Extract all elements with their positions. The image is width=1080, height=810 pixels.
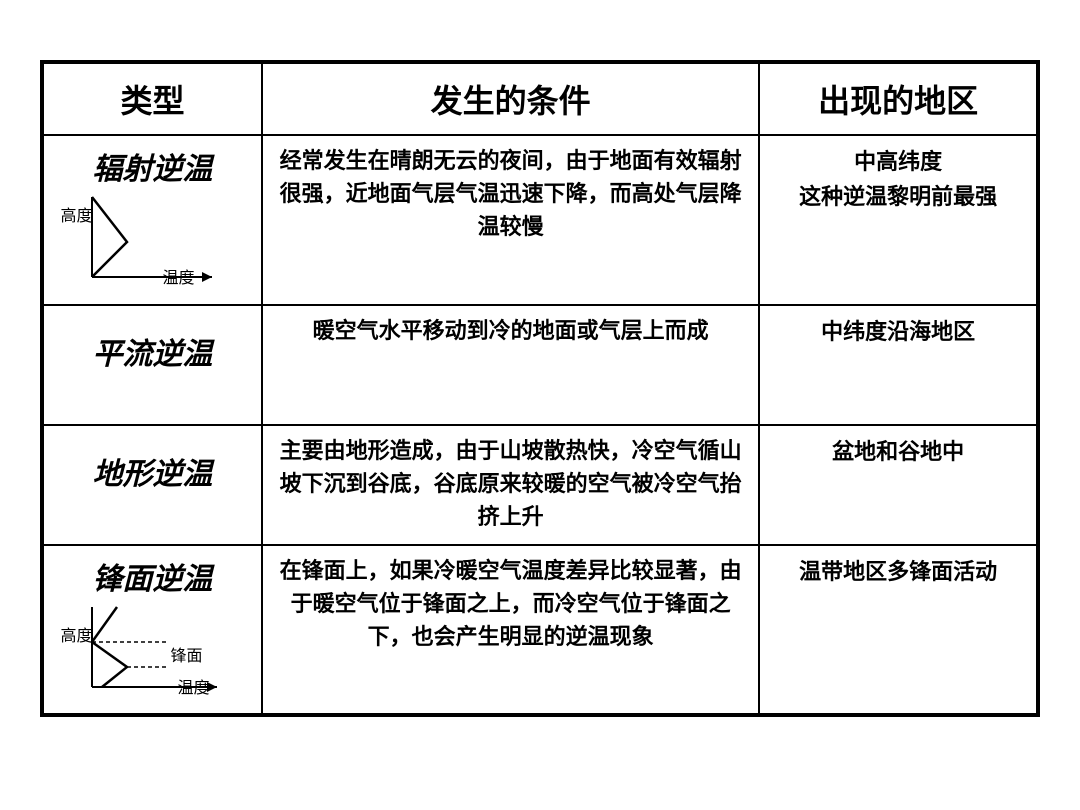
type-title: 锋面逆温 xyxy=(54,554,251,598)
type-cell-terrain: 地形逆温 xyxy=(42,425,262,545)
region-text: 中高纬度这种逆温黎明前最强 xyxy=(770,144,1026,214)
condition-cell: 暖空气水平移动到冷的地面或气层上而成 xyxy=(262,305,759,425)
condition-text: 主要由地形造成，由于山坡散热快，冷空气循山坡下沉到谷底，谷底原来较暖的空气被冷空… xyxy=(273,434,748,533)
type-cell-front: 锋面逆温 高度 锋面 温度 xyxy=(42,545,262,715)
header-condition: 发生的条件 xyxy=(262,62,759,135)
table-row: 辐射逆温 高度 温度 经常发生在晴朗无云的夜间，由于地面有效辐射很强，近地面气层… xyxy=(42,135,1038,305)
radiation-diagram: 高度 温度 xyxy=(62,192,242,287)
front-diagram: 高度 锋面 温度 xyxy=(62,602,242,697)
front-chart-icon xyxy=(62,602,242,697)
region-text: 盆地和谷地中 xyxy=(770,434,1026,469)
table-row: 锋面逆温 高度 锋面 温度 在锋面上，如果冷暖空气温度差异比 xyxy=(42,545,1038,715)
y-axis-label: 高度 xyxy=(60,622,92,646)
table-row: 地形逆温 主要由地形造成，由于山坡散热快，冷空气循山坡下沉到谷底，谷底原来较暖的… xyxy=(42,425,1038,545)
condition-text: 在锋面上，如果冷暖空气温度差异比较显著，由于暖空气位于锋面之上，而冷空气位于锋面… xyxy=(273,554,748,653)
type-title: 地形逆温 xyxy=(54,449,251,493)
region-cell: 中高纬度这种逆温黎明前最强 xyxy=(759,135,1038,305)
header-region: 出现的地区 xyxy=(759,62,1038,135)
region-cell: 温带地区多锋面活动 xyxy=(759,545,1038,715)
condition-text: 经常发生在晴朗无云的夜间，由于地面有效辐射很强，近地面气层气温迅速下降，而高处气… xyxy=(273,144,748,243)
type-title: 平流逆温 xyxy=(54,329,251,373)
type-title: 辐射逆温 xyxy=(54,144,251,188)
x-axis-label: 温度 xyxy=(177,674,209,698)
region-text: 中纬度沿海地区 xyxy=(770,314,1026,349)
type-cell-radiation: 辐射逆温 高度 温度 xyxy=(42,135,262,305)
condition-cell: 在锋面上，如果冷暖空气温度差异比较显著，由于暖空气位于锋面之上，而冷空气位于锋面… xyxy=(262,545,759,715)
condition-cell: 经常发生在晴朗无云的夜间，由于地面有效辐射很强，近地面气层气温迅速下降，而高处气… xyxy=(262,135,759,305)
front-label: 锋面 xyxy=(170,642,202,666)
region-text: 温带地区多锋面活动 xyxy=(770,554,1026,589)
x-axis-label: 温度 xyxy=(162,264,194,288)
region-cell: 中纬度沿海地区 xyxy=(759,305,1038,425)
inversion-table-container: 类型 发生的条件 出现的地区 辐射逆温 高度 温度 xyxy=(40,60,1040,717)
inversion-table: 类型 发生的条件 出现的地区 辐射逆温 高度 温度 xyxy=(40,60,1040,717)
type-cell-advection: 平流逆温 xyxy=(42,305,262,425)
header-type: 类型 xyxy=(42,62,262,135)
region-cell: 盆地和谷地中 xyxy=(759,425,1038,545)
table-header-row: 类型 发生的条件 出现的地区 xyxy=(42,62,1038,135)
y-axis-label: 高度 xyxy=(60,202,92,226)
condition-cell: 主要由地形造成，由于山坡散热快，冷空气循山坡下沉到谷底，谷底原来较暖的空气被冷空… xyxy=(262,425,759,545)
condition-text: 暖空气水平移动到冷的地面或气层上而成 xyxy=(273,314,748,347)
table-row: 平流逆温 暖空气水平移动到冷的地面或气层上而成 中纬度沿海地区 xyxy=(42,305,1038,425)
